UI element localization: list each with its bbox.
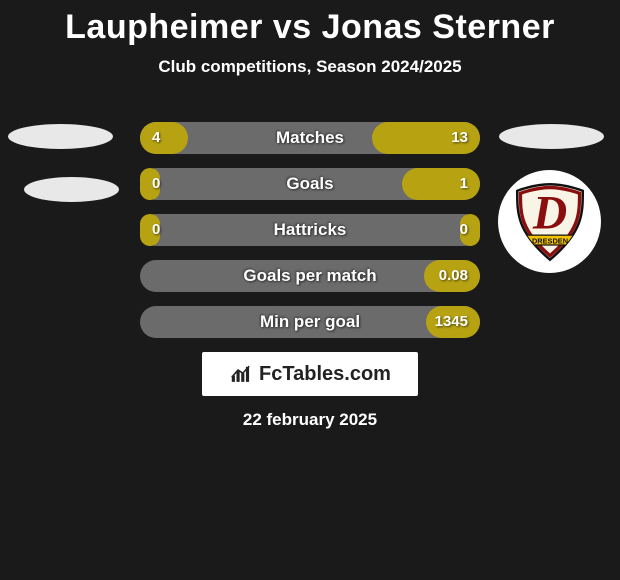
stat-row: Goals0 1	[0, 168, 620, 214]
stat-row: Matches4 13	[0, 122, 620, 168]
stat-value-right: 0	[460, 214, 468, 246]
stat-label: Goals per match	[140, 260, 480, 292]
stat-bar: Hattricks0 0	[140, 214, 480, 246]
stat-bar: Goals0 1	[140, 168, 480, 200]
stat-value-right: 1	[460, 168, 468, 200]
stat-value-right: 1345	[435, 306, 468, 338]
stat-label: Hattricks	[140, 214, 480, 246]
stat-value-left: 4	[152, 122, 160, 154]
comparison-card: Laupheimer vs Jonas Sterner Club competi…	[0, 0, 620, 580]
stats-rows: Matches413Goals01Hattricks00Goals per ma…	[0, 122, 620, 352]
stat-value-left: 0	[152, 168, 160, 200]
stat-row: Min per goal1345	[0, 306, 620, 352]
stat-row: Goals per match0.08	[0, 260, 620, 306]
page-subtitle: Club competitions, Season 2024/2025	[0, 57, 620, 77]
stat-label: Matches	[140, 122, 480, 154]
watermark: FcTables.com	[202, 352, 418, 396]
stat-bar: Min per goal1345	[140, 306, 480, 338]
stat-row: Hattricks0 0	[0, 214, 620, 260]
stat-value-right: 13	[451, 122, 468, 154]
stat-bar: Goals per match0.08	[140, 260, 480, 292]
stat-value-left: 0	[152, 214, 160, 246]
bar-chart-icon	[229, 363, 255, 385]
stat-bar: Matches4 13	[140, 122, 480, 154]
snapshot-date: 22 february 2025	[0, 410, 620, 430]
page-title: Laupheimer vs Jonas Sterner	[0, 8, 620, 47]
stat-value-right: 0.08	[439, 260, 468, 292]
stat-label: Goals	[140, 168, 480, 200]
watermark-text: FcTables.com	[259, 363, 391, 386]
stat-label: Min per goal	[140, 306, 480, 338]
